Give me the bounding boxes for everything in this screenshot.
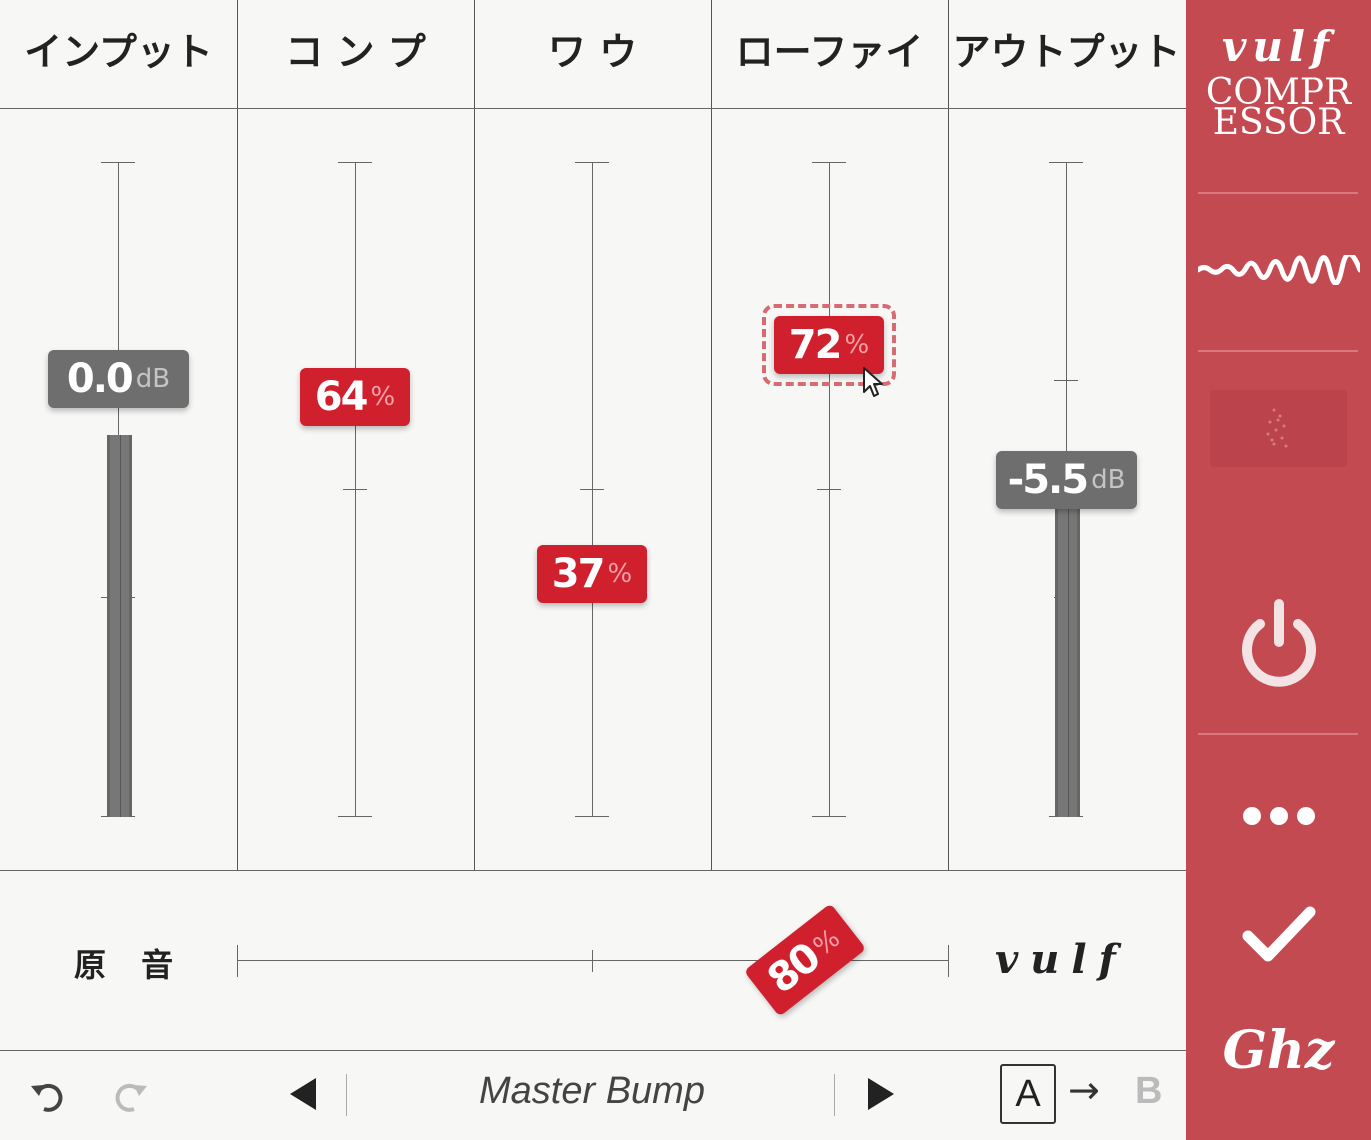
column-divider bbox=[711, 0, 712, 870]
output-value-badge[interactable]: -5.5 dB bbox=[996, 451, 1137, 509]
divider bbox=[346, 1074, 347, 1116]
ab-b-button[interactable]: B bbox=[1135, 1070, 1163, 1112]
logo-line2: ESSOR bbox=[1212, 102, 1345, 143]
input-tick bbox=[101, 162, 135, 163]
wow-tick bbox=[575, 816, 609, 817]
more-options-icon[interactable] bbox=[1242, 804, 1316, 828]
comp-unit: % bbox=[370, 382, 396, 412]
comp-tick bbox=[338, 162, 372, 163]
ab-a-button[interactable]: A bbox=[1000, 1064, 1056, 1124]
preset-name[interactable]: Master Bump bbox=[479, 1070, 705, 1112]
column-divider bbox=[948, 0, 949, 870]
output-unit: dB bbox=[1091, 465, 1126, 495]
sidebar-divider bbox=[1198, 192, 1358, 194]
input-value-badge[interactable]: 0.0 dB bbox=[48, 350, 189, 408]
input-title: インプット bbox=[24, 30, 213, 74]
divider bbox=[834, 1074, 835, 1116]
footer-divider bbox=[0, 1050, 1186, 1051]
lofi-tick bbox=[817, 489, 841, 490]
mix-dry-label: 原 音 bbox=[74, 946, 186, 984]
wow-tick bbox=[580, 489, 604, 490]
mix-value-badge[interactable]: 80 % bbox=[743, 903, 867, 1017]
mouse-cursor-icon bbox=[863, 367, 883, 397]
header-divider bbox=[0, 108, 1186, 109]
mix-tick bbox=[592, 950, 593, 972]
wow-value-badge[interactable]: 37 % bbox=[537, 545, 647, 603]
input-value: 0.0 bbox=[66, 356, 134, 402]
lofi-focus-ring bbox=[762, 304, 896, 386]
mix-wet-label: vulf bbox=[995, 936, 1128, 983]
next-preset-button[interactable] bbox=[862, 1076, 898, 1112]
brand-logo[interactable]: Ghz bbox=[1222, 1020, 1335, 1081]
output-tick bbox=[1054, 380, 1078, 381]
sidebar-divider bbox=[1198, 733, 1358, 735]
prev-preset-button[interactable] bbox=[286, 1076, 322, 1112]
lofi-value: 72 bbox=[788, 322, 843, 368]
lofi-unit: % bbox=[844, 330, 870, 360]
check-icon[interactable] bbox=[1242, 904, 1316, 966]
column-divider bbox=[474, 0, 475, 870]
output-value: -5.5 bbox=[1007, 457, 1089, 503]
comp-title: コ ン プ bbox=[285, 30, 426, 74]
main-panel: インプット コ ン プ ワ ウ ローファイ アウトプット 0.0 dB 64 %… bbox=[0, 0, 1186, 1124]
comp-value: 64 bbox=[314, 374, 369, 420]
mix-track bbox=[238, 960, 948, 961]
lofi-tick bbox=[812, 162, 846, 163]
wow-title: ワ ウ bbox=[547, 30, 638, 74]
mix-divider bbox=[0, 870, 1186, 871]
comp-tick bbox=[338, 816, 372, 817]
lofi-title: ローファイ bbox=[735, 30, 924, 74]
comp-value-badge[interactable]: 64 % bbox=[300, 368, 410, 426]
output-tick bbox=[1049, 162, 1083, 163]
wow-value: 37 bbox=[551, 551, 606, 597]
sidebar-divider bbox=[1198, 350, 1358, 352]
logo-script: vulf bbox=[1222, 22, 1335, 71]
sidebar: vulf COMPR ESSOR Ghz bbox=[1186, 0, 1371, 1140]
wow-tick bbox=[575, 162, 609, 163]
output-level-fill bbox=[1055, 500, 1080, 817]
mix-tick bbox=[948, 945, 949, 977]
lofi-tick bbox=[812, 816, 846, 817]
mix-tick bbox=[237, 945, 238, 977]
power-icon[interactable] bbox=[1238, 598, 1320, 690]
waveform-icon bbox=[1198, 255, 1360, 285]
input-level-fill bbox=[107, 435, 132, 817]
lofi-value-badge[interactable]: 72 % bbox=[774, 316, 884, 374]
wow-unit: % bbox=[607, 559, 633, 589]
undo-icon[interactable] bbox=[28, 1076, 68, 1116]
redo-icon[interactable] bbox=[110, 1076, 150, 1116]
comp-tick bbox=[343, 489, 367, 490]
noise-dots-icon bbox=[1266, 408, 1288, 448]
input-unit: dB bbox=[135, 364, 171, 394]
noise-display bbox=[1210, 390, 1347, 467]
output-title: アウトプット bbox=[952, 30, 1181, 74]
ab-copy-arrow[interactable]: → bbox=[1068, 1068, 1100, 1112]
logo-line1: COMPR bbox=[1205, 72, 1352, 113]
column-divider bbox=[237, 0, 238, 870]
